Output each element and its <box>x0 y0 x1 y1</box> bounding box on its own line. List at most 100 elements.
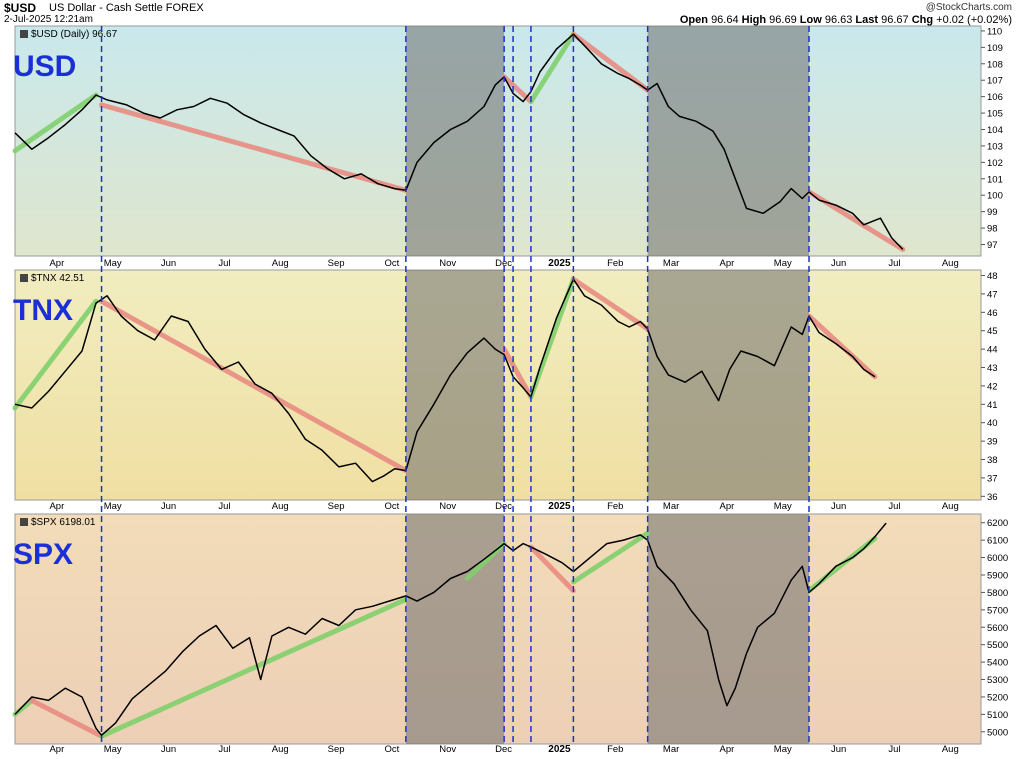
x-tick-label: Mar <box>663 258 679 269</box>
y-tick-label: 102 <box>987 158 1003 169</box>
y-tick-label: 36 <box>987 492 998 503</box>
x-tick-label: Dec <box>495 744 512 755</box>
x-tick-label: Feb <box>607 501 623 512</box>
x-tick-label: Feb <box>607 258 623 269</box>
x-tick-label: May <box>774 744 792 755</box>
panel-legend: $TNX 42.51 <box>31 273 85 284</box>
x-tick-label: May <box>774 501 792 512</box>
y-tick-label: 40 <box>987 418 998 429</box>
panel-big-label: USD <box>13 50 76 83</box>
x-tick-label: Sep <box>328 258 345 269</box>
last-value: 96.67 <box>881 14 909 26</box>
y-tick-label: 6200 <box>987 518 1008 529</box>
y-tick-label: 38 <box>987 455 998 466</box>
y-tick-label: 5100 <box>987 710 1008 721</box>
x-tick-label: Nov <box>439 258 456 269</box>
x-tick-label: Apr <box>720 501 735 512</box>
y-tick-label: 47 <box>987 289 998 300</box>
ohlc-readout: Open 96.64 High 96.69 Low 96.63 Last 96.… <box>680 14 1012 26</box>
y-tick-label: 5800 <box>987 588 1008 599</box>
x-tick-label: Jun <box>161 501 176 512</box>
trend-line-up <box>12 298 99 411</box>
y-tick-label: 5300 <box>987 675 1008 686</box>
shaded-period <box>405 270 505 500</box>
low-label: Low <box>799 14 822 26</box>
x-tick-label: Apr <box>49 258 64 269</box>
trend-line-down <box>29 697 105 739</box>
x-tick-label: Mar <box>663 501 679 512</box>
x-tick-label: Oct <box>385 744 400 755</box>
price-series-tnx <box>14 278 876 483</box>
y-tick-label: 46 <box>987 308 998 319</box>
shaded-period <box>647 26 810 256</box>
x-tick-label: May <box>104 258 122 269</box>
y-tick-label: 5000 <box>987 727 1008 738</box>
chg-value: +0.02 (+0.02%) <box>936 14 1012 26</box>
y-tick-label: 42 <box>987 381 998 392</box>
x-tick-label: Jun <box>831 258 846 269</box>
panel-big-label: TNX <box>13 294 73 327</box>
open-label: Open <box>679 14 708 26</box>
y-tick-label: 108 <box>987 59 1003 70</box>
x-tick-label: Aug <box>942 501 959 512</box>
panel-legend: $SPX 6198.01 <box>31 517 96 528</box>
price-series-spx <box>14 522 887 737</box>
x-tick-label: Aug <box>272 258 289 269</box>
y-tick-label: 6000 <box>987 553 1008 564</box>
y-tick-label: 5400 <box>987 658 1008 669</box>
panel-legend: $USD (Daily) 96.67 <box>31 29 118 40</box>
last-label: Last <box>855 14 879 26</box>
legend-swatch <box>20 30 28 38</box>
shaded-period <box>647 270 810 500</box>
y-tick-label: 99 <box>987 207 998 218</box>
x-tick-label: Nov <box>439 744 456 755</box>
chart-header: $USD US Dollar - Cash Settle FOREX 2-Jul… <box>0 0 1024 26</box>
trend-line-up <box>12 92 99 154</box>
legend-swatch <box>20 274 28 282</box>
trend-line-down <box>570 276 651 332</box>
y-tick-label: 109 <box>987 43 1003 54</box>
x-tick-label: Dec <box>495 258 512 269</box>
x-tick-label: 2025 <box>548 744 571 755</box>
symbol-label: $USD <box>4 1 37 15</box>
y-tick-label: 104 <box>987 125 1003 136</box>
y-tick-label: 39 <box>987 437 998 448</box>
x-tick-label: Jul <box>218 258 230 269</box>
y-tick-label: 5900 <box>987 570 1008 581</box>
timestamp: 2-Jul-2025 12:21am <box>4 14 93 25</box>
y-tick-label: 103 <box>987 141 1003 152</box>
shaded-period <box>405 26 505 256</box>
trend-line-up <box>570 530 651 585</box>
trend-line-up <box>528 31 576 105</box>
x-tick-label: May <box>774 258 792 269</box>
x-tick-label: Sep <box>328 501 345 512</box>
x-tick-label: Jun <box>161 258 176 269</box>
y-tick-label: 105 <box>987 109 1003 120</box>
panel-big-label: SPX <box>13 538 73 571</box>
high-value: 96.69 <box>769 14 797 26</box>
trend-line-down <box>528 544 576 594</box>
x-tick-label: Mar <box>663 744 679 755</box>
price-series-usd <box>14 33 904 250</box>
y-tick-label: 107 <box>987 76 1003 87</box>
x-tick-label: Feb <box>607 744 623 755</box>
open-value: 96.64 <box>711 14 739 26</box>
trend-line-up <box>99 596 409 739</box>
x-tick-label: Jun <box>831 744 846 755</box>
x-tick-label: Sep <box>328 744 345 755</box>
x-tick-label: 2025 <box>548 501 571 512</box>
panel-tnx: 36 37 38 39 40 41 42 43 44 45 46 47 48 Apr May Jun Jul Au… <box>12 269 998 512</box>
x-tick-label: Aug <box>942 258 959 269</box>
x-tick-label: Jun <box>161 744 176 755</box>
x-tick-label: Jul <box>888 258 900 269</box>
x-tick-label: Apr <box>49 744 64 755</box>
shaded-period <box>405 514 505 744</box>
panel-usd: 97 98 99 100 101 102 103 104 105 106 107 108 109 110 A… <box>12 25 1003 269</box>
y-tick-label: 5200 <box>987 692 1008 703</box>
panel-spx: 5000 5100 5200 5300 5400 5500 5600 5700 5800 5900… <box>12 513 1008 755</box>
y-tick-label: 45 <box>987 326 998 337</box>
trend-line-down <box>806 313 878 380</box>
x-tick-label: 2025 <box>548 258 571 269</box>
x-tick-label: May <box>104 501 122 512</box>
legend-swatch <box>20 518 28 526</box>
